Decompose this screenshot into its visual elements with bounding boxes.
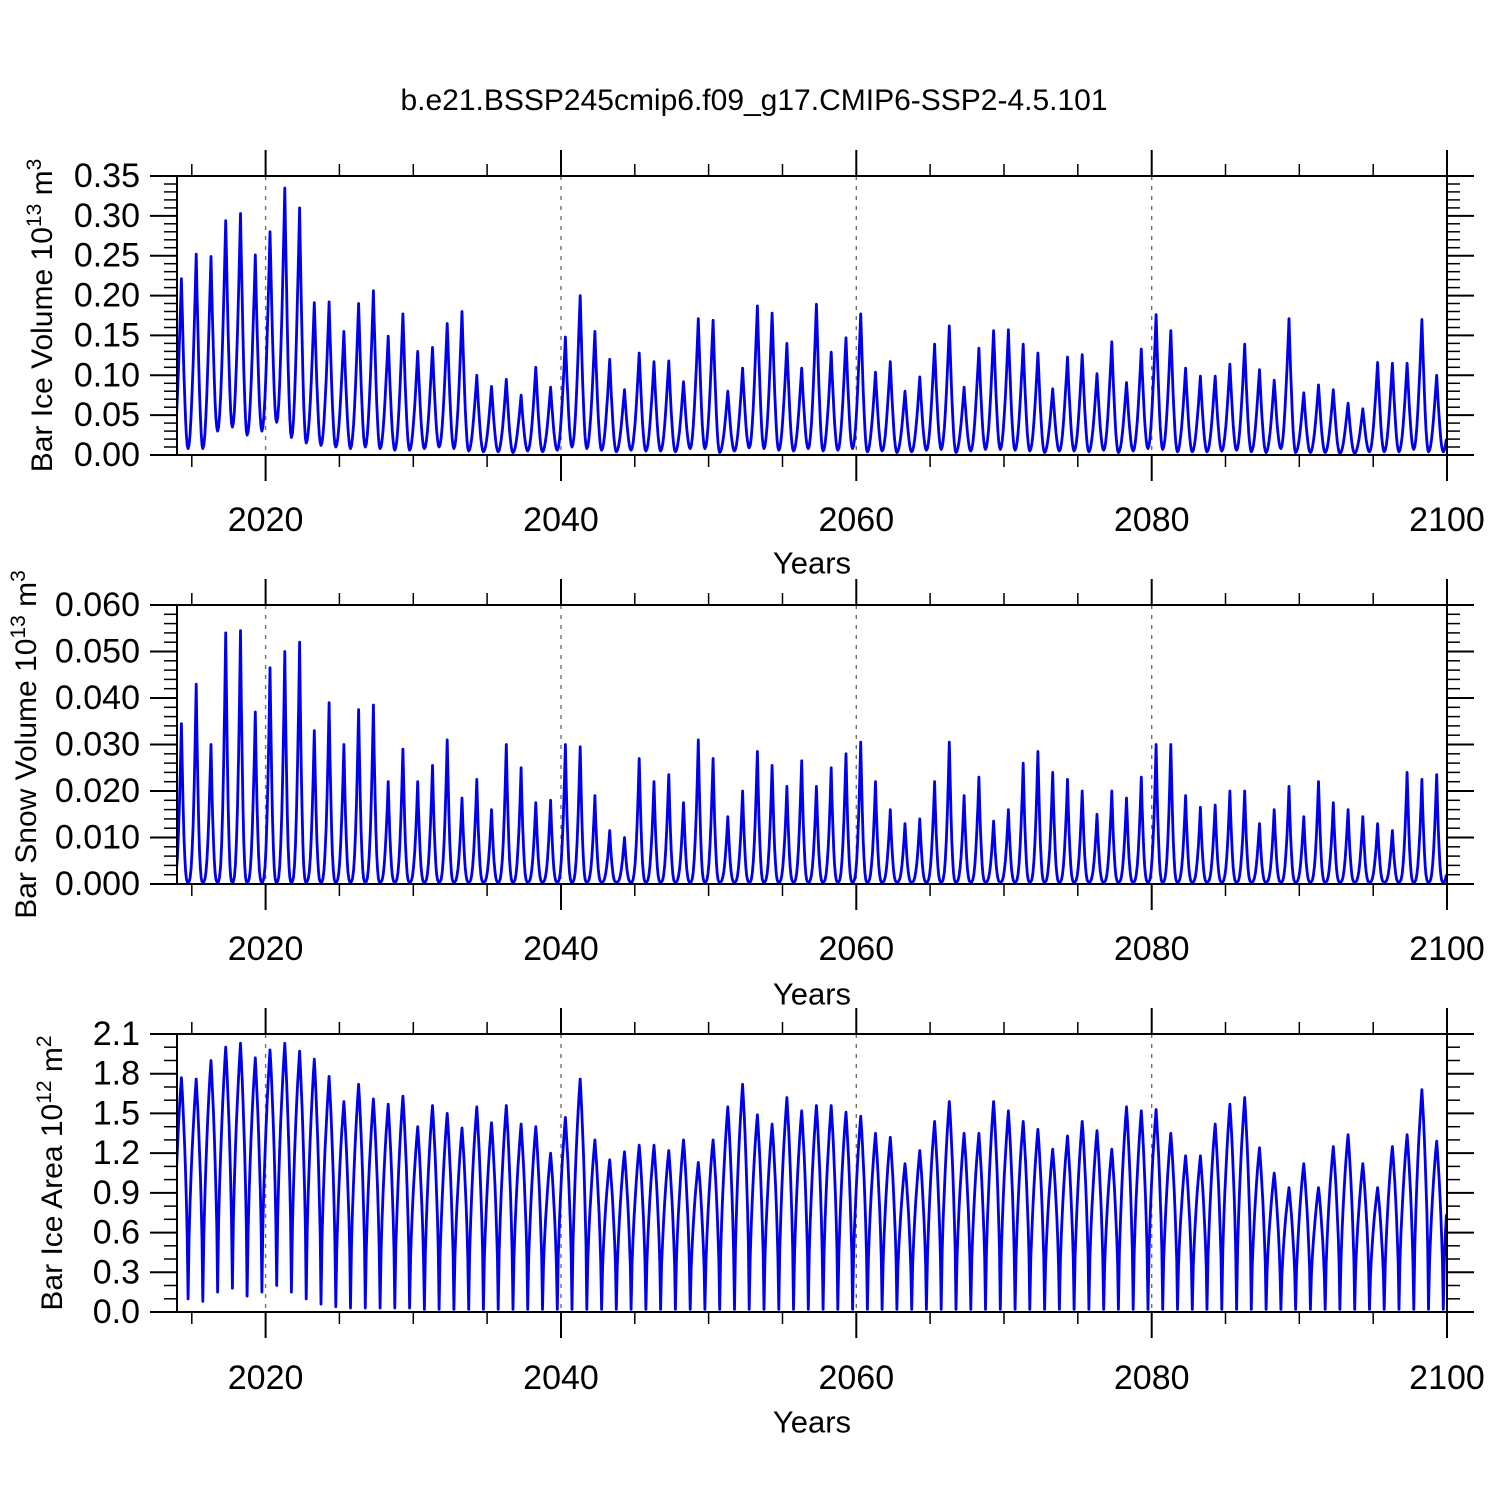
- y-tick-label: 0.0: [93, 1293, 140, 1331]
- x-tick-label: 2020: [228, 501, 304, 539]
- y-axis-title-sup: 2: [33, 1035, 56, 1047]
- y-tick-label: 1.8: [93, 1055, 140, 1093]
- y-tick-label: 0.020: [55, 772, 140, 810]
- y-axis-title-sup: 3: [23, 159, 46, 171]
- bar-snow-volume-line: [177, 629, 1447, 884]
- bar-ice-volume-line: [177, 186, 1447, 455]
- y-axis-title-sup: 13: [7, 615, 30, 638]
- axes-frame: [176, 175, 1448, 456]
- y-tick-label: 0.050: [55, 633, 140, 671]
- axes-frame: [176, 604, 1448, 885]
- y-axis-title: Bar Ice Area 1012 m2: [33, 1035, 69, 1310]
- y-axis-title-text: m: [26, 170, 59, 203]
- y-axis-title-sup: 13: [23, 204, 46, 227]
- x-tick-label: 2080: [1114, 501, 1190, 539]
- y-tick-label: 0.030: [55, 726, 140, 764]
- x-tick-label: 2040: [523, 1359, 599, 1397]
- y-tick-label: 0.15: [74, 316, 140, 354]
- panel-bar-snow-volume: 2020 2040 2060 2080 2100 0.000 0.010 0.020 0.030…: [7, 570, 1485, 1011]
- x-tick-label: 2060: [818, 501, 894, 539]
- y-axis-title-text: m: [10, 582, 43, 615]
- y-tick-label: 0.00: [74, 436, 140, 474]
- axes-frame: [176, 1033, 1448, 1313]
- bar-ice-area-line: [177, 1041, 1447, 1311]
- y-tick-label: 0.010: [55, 819, 140, 857]
- x-axis-title: Years: [773, 546, 851, 581]
- y-tick-label: 0.6: [93, 1214, 140, 1252]
- x-axis-title: Years: [773, 977, 851, 1012]
- y-axis-title-sup: 12: [33, 1080, 56, 1103]
- y-tick-label: 0.10: [74, 356, 140, 394]
- y-tick-label: 0.3: [93, 1253, 140, 1291]
- y-tick-label: 0.30: [74, 197, 140, 235]
- y-axis-title-text: m: [36, 1047, 69, 1080]
- y-axis-title: Bar Snow Volume 1013 m3: [7, 570, 43, 919]
- y-axis-title-text: Bar Ice Area 10: [36, 1104, 69, 1311]
- y-tick-label: 0.25: [74, 237, 140, 275]
- panel-bar-ice-area: 2020 2040 2060 2080 2100 0.00.30.60.91.21.51.…: [33, 1008, 1485, 1440]
- y-axis-title-text: Bar Ice Volume 10: [26, 227, 59, 472]
- x-tick-label: 2100: [1409, 930, 1485, 968]
- y-tick-label: 2.1: [93, 1015, 140, 1053]
- y-tick-label: 0.060: [55, 586, 140, 624]
- figure-title: b.e21.BSSP245cmip6.f09_g17.CMIP6-SSP2-4.…: [400, 84, 1107, 117]
- x-tick-label: 2020: [228, 1359, 304, 1397]
- y-tick-label: 0.000: [55, 865, 140, 903]
- x-tick-label: 2060: [818, 1359, 894, 1397]
- x-tick-label: 2040: [523, 501, 599, 539]
- x-tick-label: 2100: [1409, 1359, 1485, 1397]
- x-tick-label: 2080: [1114, 930, 1190, 968]
- y-tick-label: 0.20: [74, 277, 140, 315]
- y-tick-label: 0.05: [74, 396, 140, 434]
- y-tick-label: 0.040: [55, 679, 140, 717]
- x-tick-label: 2100: [1409, 501, 1485, 539]
- x-tick-label: 2040: [523, 930, 599, 968]
- x-tick-label: 2060: [818, 930, 894, 968]
- y-tick-label: 1.2: [93, 1134, 140, 1172]
- x-tick-label: 2020: [228, 930, 304, 968]
- x-tick-label: 2080: [1114, 1359, 1190, 1397]
- x-axis-title: Years: [773, 1405, 851, 1440]
- y-axis-title: Bar Ice Volume 1013 m3: [23, 159, 59, 473]
- y-tick-label: 1.5: [93, 1094, 140, 1132]
- y-axis-title-text: Bar Snow Volume 10: [10, 639, 43, 919]
- y-tick-label: 0.9: [93, 1174, 140, 1212]
- y-tick-label: 0.35: [74, 157, 140, 195]
- panel-bar-ice-volume: 2020 2040 2060 2080 2100 0.000.050.100.150.20…: [23, 150, 1485, 581]
- y-axis-title-sup: 3: [7, 570, 30, 582]
